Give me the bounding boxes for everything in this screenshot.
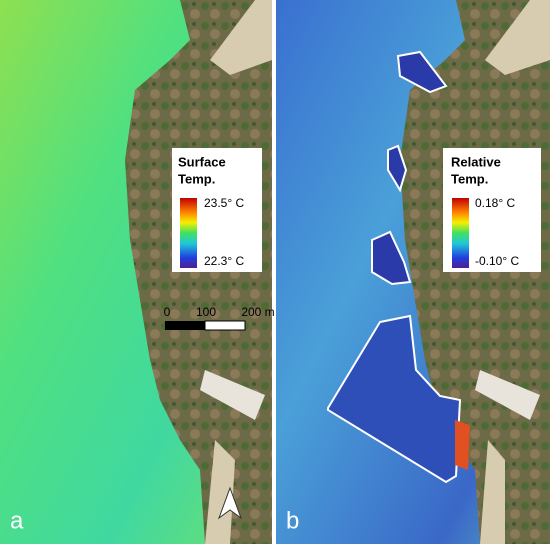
roi [387,144,408,193]
colorbar [180,198,197,268]
scale-label: 0 [164,305,171,319]
legend-max: 0.18° C [475,196,515,210]
scale-label: 200 m [241,305,274,319]
roi [371,230,412,286]
roi [396,50,448,94]
legend-title: Surface [178,154,226,169]
legend-min: 22.3° C [204,254,244,268]
panel-b: Relative Temp. 0.18° C -0.10° C b [276,0,550,544]
panel-label: b [286,507,299,534]
legend-title: Temp. [451,171,488,186]
beach [205,440,235,544]
scale-bar [204,320,246,331]
beach [480,440,505,544]
beach [485,0,550,75]
north-arrow [217,486,243,520]
building [475,370,540,420]
panel-label: a [10,507,24,534]
legend-max: 23.5° C [204,196,244,210]
legend-title: Relative [451,154,501,169]
roi [327,314,462,484]
colorbar [452,198,469,268]
legend-title: Temp. [178,171,215,186]
scale-label: 100 [196,305,216,319]
scale-bar [165,321,205,330]
panel-a: Surface Temp. 23.5° C 22.3° C 0 100 200 … [0,0,275,544]
beach [210,0,272,75]
building [200,370,265,420]
legend-min: -0.10° C [475,254,519,268]
warm-patch [455,420,470,470]
